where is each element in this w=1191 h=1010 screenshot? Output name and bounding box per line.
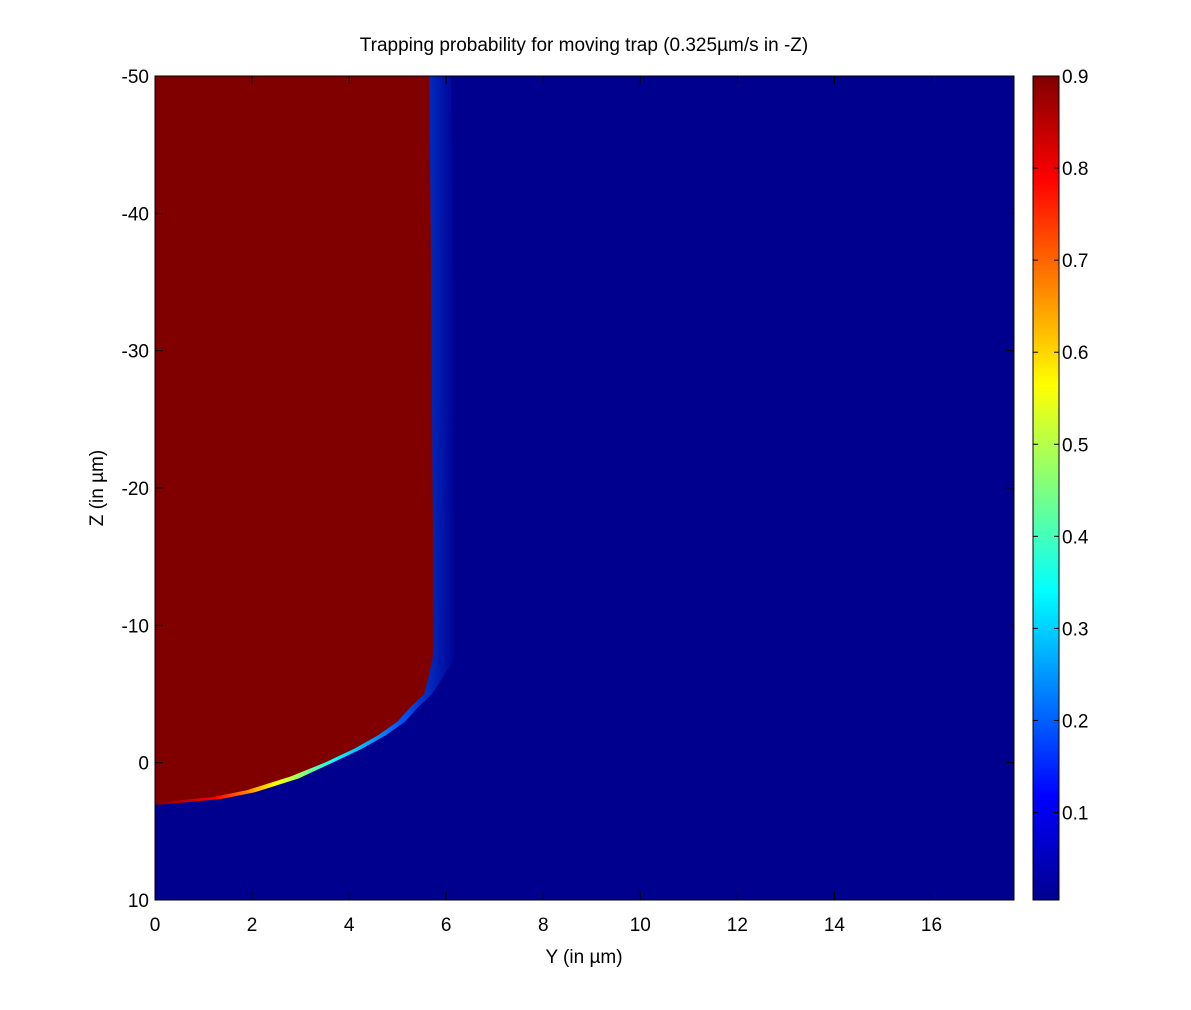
y-tick-label: -10 [122, 616, 149, 637]
x-axis-label: Y (in µm) [545, 947, 622, 968]
y-tick-label: -50 [122, 67, 149, 88]
y-tick-label: -20 [122, 479, 149, 500]
colorbar-frame [1032, 75, 1060, 901]
colorbar-tick-label: 0.2 [1062, 711, 1088, 732]
x-tick-label: 14 [824, 915, 846, 936]
x-tick-label: 0 [150, 915, 161, 936]
y-axis-label: Z (in µm) [87, 450, 108, 526]
colorbar-tick-label: 0.1 [1062, 804, 1088, 825]
chart-title: Trapping probability for moving trap (0.… [360, 35, 808, 56]
x-tick-label: 4 [344, 915, 355, 936]
x-axis-ticks: 0 2 4 6 8 10 12 14 16 [150, 76, 942, 936]
y-tick-label: 10 [128, 891, 149, 912]
plot-area [155, 76, 1014, 900]
y-axis-ticks: -50 -40 -30 -20 -10 0 10 [122, 67, 1014, 912]
x-tick-label: 16 [921, 915, 942, 936]
y-tick-label: 0 [138, 754, 149, 775]
x-tick-label: 8 [538, 915, 549, 936]
colorbar-tick-label: 0.7 [1062, 251, 1088, 272]
heatmap-trapped-region [155, 76, 435, 803]
y-tick-label: -30 [122, 342, 149, 363]
x-tick-label: 10 [630, 915, 651, 936]
colorbar-tick-label: 0.8 [1062, 159, 1088, 180]
colorbar-tick-label: 0.4 [1062, 527, 1089, 548]
colorbar-tick-label: 0.3 [1062, 619, 1088, 640]
colorbar-tick-label: 0.6 [1062, 343, 1088, 364]
x-tick-label: 6 [441, 915, 452, 936]
colorbar-ticks: 0.1 0.2 0.3 0.4 0.5 0.6 0.7 0.8 0.9 [1033, 67, 1089, 825]
y-tick-label: -40 [122, 204, 149, 225]
colorbar-tick-label: 0.9 [1062, 67, 1088, 88]
x-tick-label: 12 [727, 915, 748, 936]
colorbar-tick-label: 0.5 [1062, 435, 1088, 456]
x-tick-label: 2 [247, 915, 258, 936]
colorbar [1033, 76, 1059, 900]
